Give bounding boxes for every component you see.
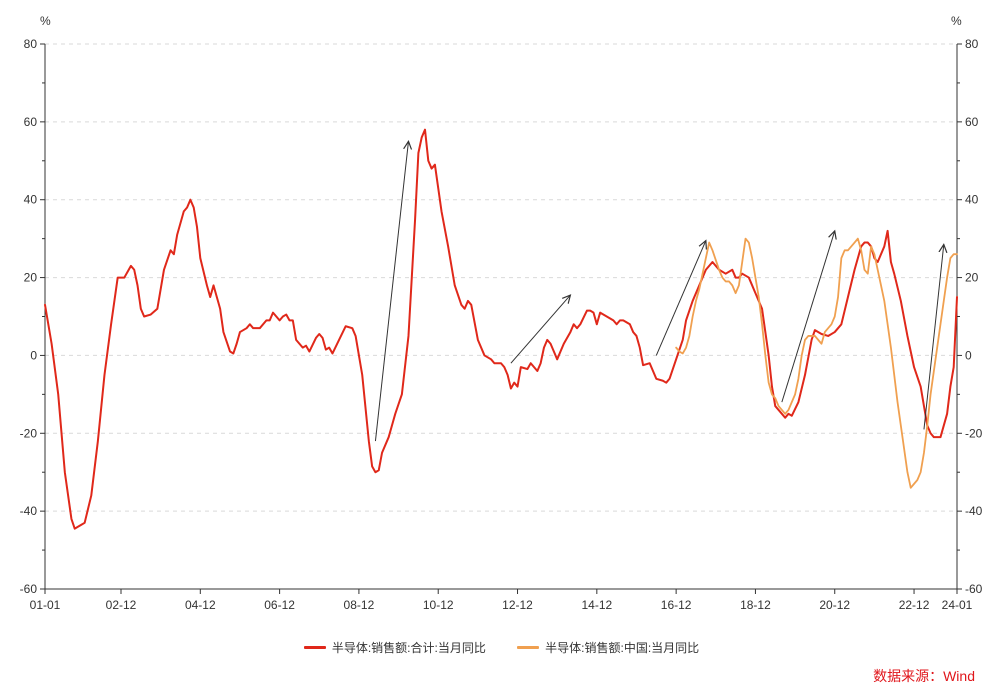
- annotation-arrow: [655, 241, 706, 356]
- y-axis-left-ticks: 80 60 40 20 0 -20 -40 -60: [20, 37, 45, 596]
- legend-label-china: 半导体:销售额:中国:当月同比: [545, 641, 700, 655]
- y-left-tick-label: -60: [20, 582, 38, 596]
- y-right-tick-label: -40: [965, 504, 983, 518]
- y-left-tick-label: 40: [24, 193, 38, 207]
- legend-label-total: 半导体:销售额:合计:当月同比: [331, 641, 486, 655]
- legend-swatch-china: [517, 646, 540, 649]
- y-right-tick-label: 40: [965, 193, 979, 207]
- legend: 半导体:销售额:合计:当月同比 半导体:销售额:中国:当月同比: [0, 638, 1003, 656]
- x-tick-label: 02-12: [106, 598, 137, 612]
- x-axis-ticks: 01-01 02-12 04-12 06-12 08-12 10-12 12-12 14-12…: [30, 589, 973, 612]
- y-right-tick-label: -20: [965, 426, 983, 440]
- y-left-tick-label: -40: [20, 504, 38, 518]
- y-left-tick-label: -20: [20, 426, 38, 440]
- series-line-china: [675, 237, 958, 489]
- x-tick-label: 22-12: [899, 598, 930, 612]
- axes: [44, 44, 958, 590]
- x-tick-label: 04-12: [185, 598, 216, 612]
- annotation-arrow: [923, 244, 944, 430]
- x-tick-label: 06-12: [264, 598, 295, 612]
- x-tick-label: 18-12: [740, 598, 771, 612]
- legend-item-china[interactable]: 半导体:销售额:中国:当月同比: [517, 639, 699, 656]
- x-tick-label: 12-12: [502, 598, 533, 612]
- y-left-tick-label: 0: [30, 348, 37, 362]
- y-axis-left-unit: %: [40, 14, 51, 28]
- x-tick-label: 24-01: [942, 598, 973, 612]
- y-left-tick-label: 60: [24, 115, 38, 129]
- legend-swatch-total: [303, 646, 326, 649]
- x-tick-label: 16-12: [661, 598, 692, 612]
- x-tick-label: 08-12: [344, 598, 375, 612]
- x-tick-label: 20-12: [819, 598, 850, 612]
- y-right-tick-label: 20: [965, 271, 979, 285]
- y-axis-right-unit: %: [951, 14, 962, 28]
- y-left-tick-label: 80: [24, 37, 38, 51]
- y-right-tick-label: 0: [965, 348, 972, 362]
- annotation-arrow: [510, 295, 570, 364]
- x-tick-label: 14-12: [581, 598, 612, 612]
- annotation-arrow: [374, 141, 408, 442]
- series-layer: [44, 128, 958, 530]
- y-right-tick-label: 60: [965, 115, 979, 129]
- data-source: 数据来源：Wind: [873, 668, 975, 684]
- y-axis-right-ticks: 80 60 40 20 0 -20 -40 -60: [957, 37, 983, 596]
- annotation-arrow: [781, 231, 835, 403]
- x-tick-label: 10-12: [423, 598, 454, 612]
- y-left-tick-label: 20: [24, 271, 38, 285]
- gridlines: [45, 43, 957, 512]
- annotation-arrows: [374, 141, 944, 442]
- legend-item-total[interactable]: 半导体:销售额:合计:当月同比: [303, 639, 486, 656]
- y-right-tick-label: -60: [965, 582, 983, 596]
- y-right-tick-label: 80: [965, 37, 979, 51]
- series-line-total: [44, 128, 958, 530]
- x-tick-label: 01-01: [30, 598, 61, 612]
